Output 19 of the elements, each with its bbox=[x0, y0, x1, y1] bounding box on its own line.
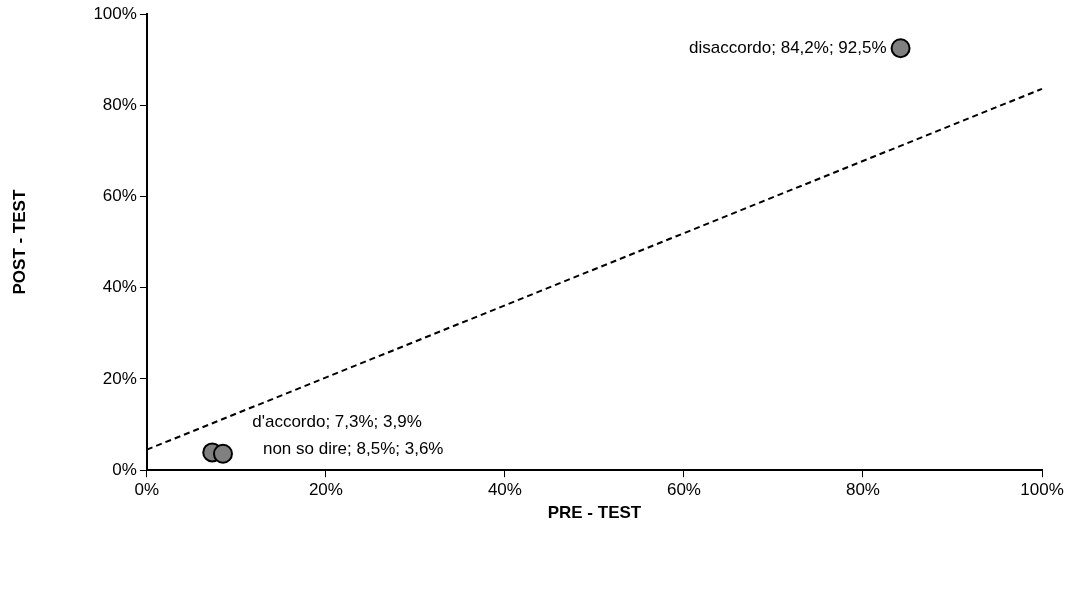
x-tick-label: 100% bbox=[1020, 480, 1064, 500]
annotation: disaccordo; 84,2%; 92,5% bbox=[689, 37, 887, 57]
y-tick-label: 40% bbox=[102, 277, 137, 297]
y-tick-label: 0% bbox=[112, 459, 137, 479]
y-tick-label: 100% bbox=[93, 3, 137, 23]
y-axis-title: POST - TEST bbox=[9, 189, 29, 295]
point bbox=[890, 38, 911, 59]
x-tick-label: 80% bbox=[845, 480, 880, 500]
x-axis-title: PRE - TEST bbox=[547, 503, 642, 523]
y-tick-label: 80% bbox=[102, 94, 137, 114]
x-tick-label: 0% bbox=[134, 480, 160, 500]
annotation: d'accordo; 7,3%; 3,9% bbox=[252, 412, 422, 432]
y-tick-label: 60% bbox=[102, 186, 137, 206]
annotation: non so dire; 8,5%; 3,6% bbox=[262, 439, 444, 459]
x-tick-label: 20% bbox=[308, 480, 343, 500]
y-tick-label: 20% bbox=[102, 368, 137, 388]
x-tick-label: 60% bbox=[666, 480, 701, 500]
point bbox=[212, 443, 233, 464]
x-tick-label: 40% bbox=[487, 480, 522, 500]
